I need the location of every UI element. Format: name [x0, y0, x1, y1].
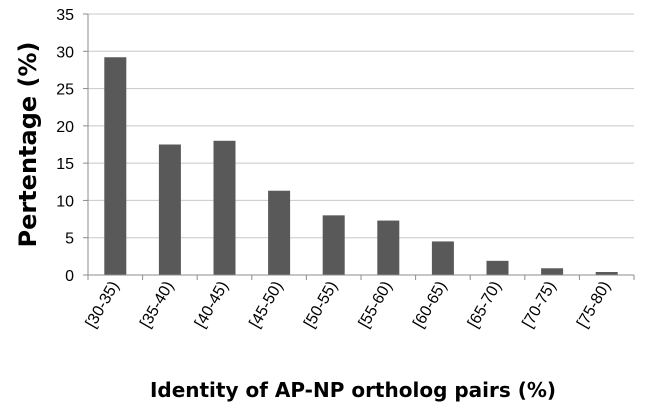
x-tick-label: [50-55)	[301, 279, 341, 331]
y-tick-label: 10	[56, 193, 74, 210]
bar	[377, 220, 400, 275]
bars	[104, 57, 618, 275]
bar	[213, 140, 236, 275]
bar	[541, 268, 564, 275]
y-axis-title: Pertentage (%)	[14, 41, 42, 247]
x-tick-label: [75-80)	[574, 279, 614, 331]
bar	[158, 144, 181, 275]
y-tick-label: 25	[56, 82, 74, 99]
x-tick-label: [65-70)	[465, 279, 505, 331]
axes	[83, 13, 635, 280]
y-tick-label: 20	[56, 119, 74, 136]
y-tick-label: 15	[56, 156, 74, 173]
y-tick-label: 35	[56, 7, 74, 24]
x-axis-title: Identity of AP-NP ortholog pairs (%)	[150, 378, 556, 402]
y-tick-label: 5	[65, 231, 74, 248]
y-tick-label: 30	[56, 44, 74, 61]
x-tick-label: [35-40)	[137, 279, 177, 331]
x-tick-labels: [30-35) [35-40) [40-45) [45-50) [50-55) [55-6…	[83, 279, 614, 331]
bar	[431, 241, 454, 275]
bar	[268, 190, 291, 275]
bar	[104, 57, 127, 275]
x-tick-label: [60-65)	[410, 279, 450, 331]
y-tick-labels: 0 5 10 15 20 25 30 35	[56, 7, 74, 285]
x-tick-label: [30-35)	[83, 279, 123, 331]
y-tick-label: 0	[65, 268, 74, 285]
bar	[595, 272, 618, 275]
bar	[322, 215, 345, 275]
x-tick-label: [55-60)	[356, 279, 396, 331]
x-tick-label: [70-75)	[519, 279, 559, 331]
x-tick-label: [40-45)	[192, 279, 232, 331]
bar	[486, 260, 509, 275]
x-tick-label: [45-50)	[246, 279, 286, 331]
